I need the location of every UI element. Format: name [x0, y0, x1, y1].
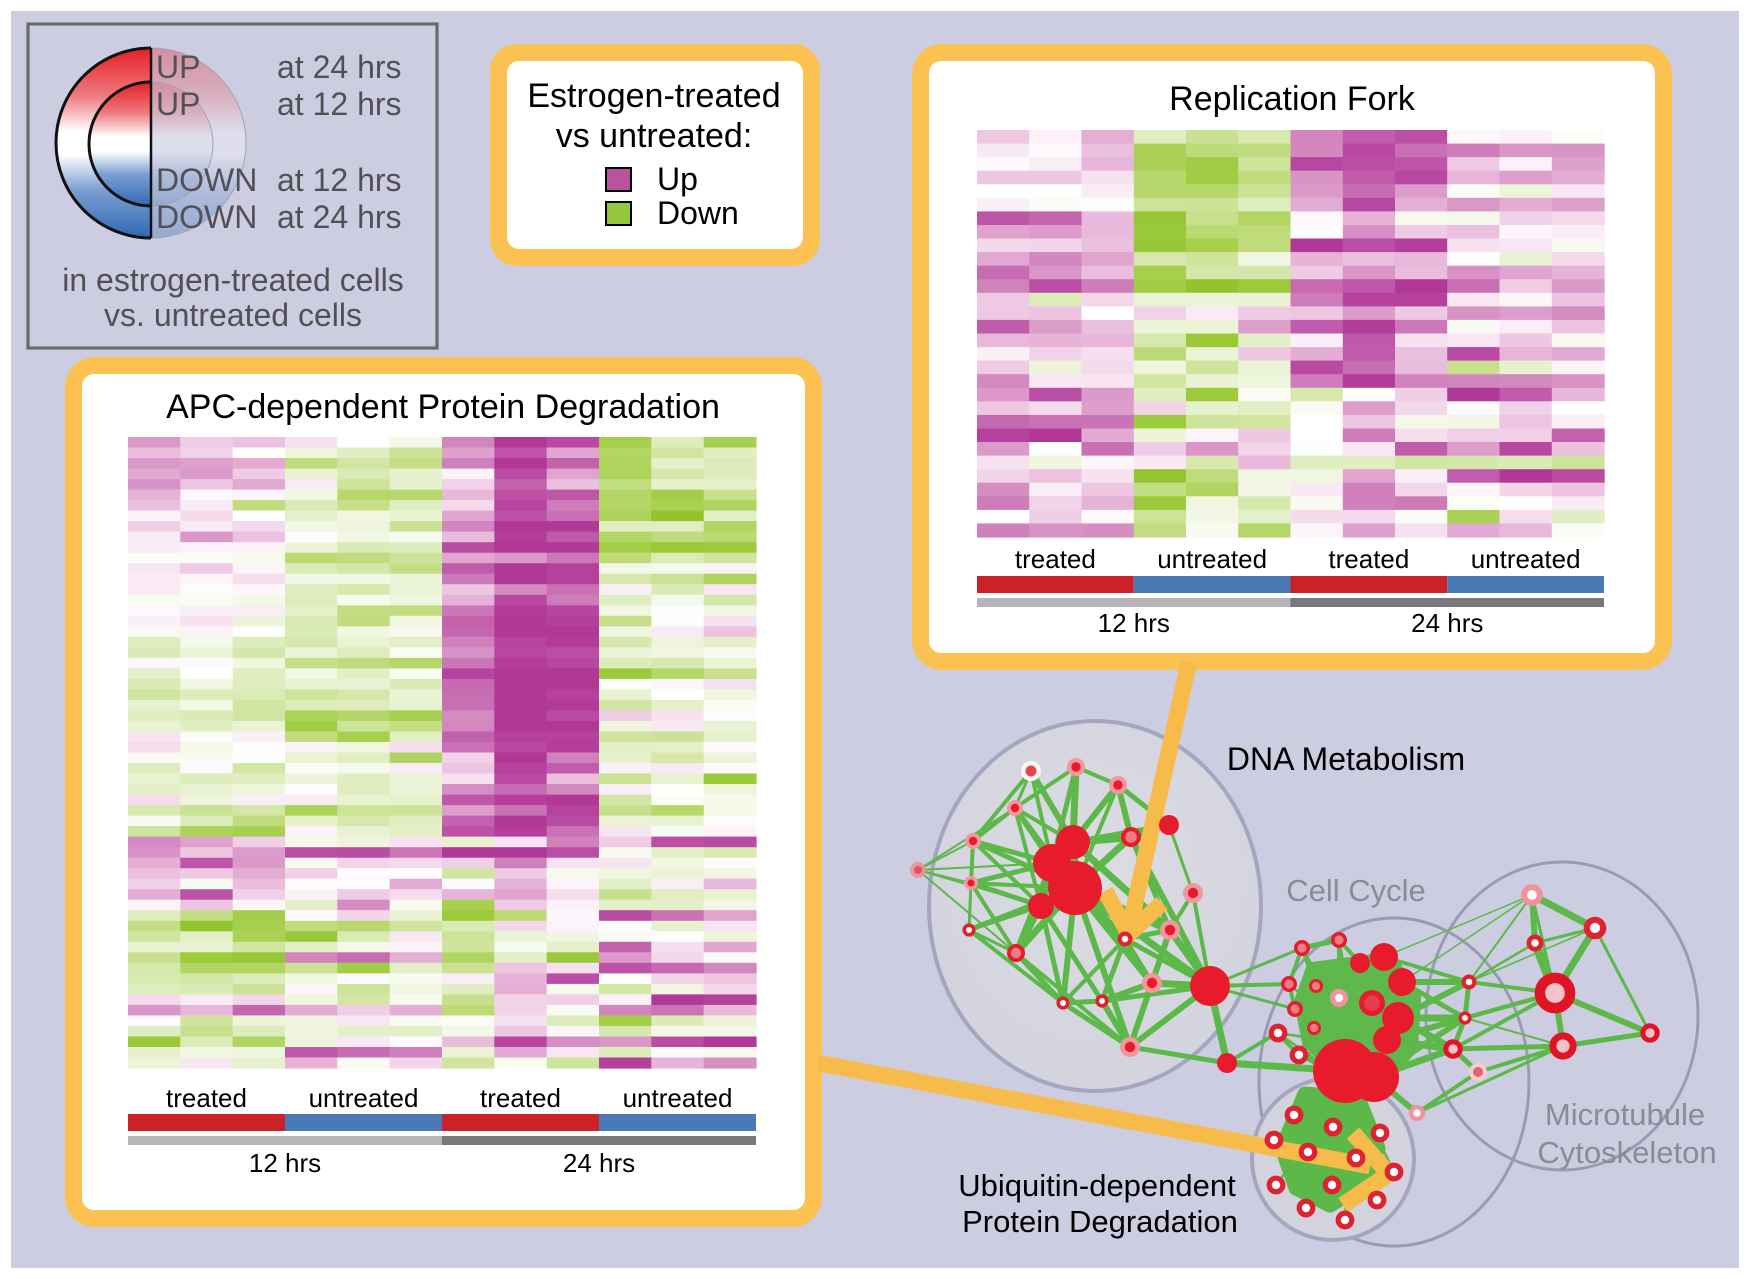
svg-text:UP: UP: [156, 49, 200, 85]
svg-text:Replication Fork: Replication Fork: [1169, 80, 1416, 118]
svg-text:vs untreated:: vs untreated:: [556, 117, 753, 155]
svg-text:Cell Cycle: Cell Cycle: [1286, 873, 1426, 908]
svg-text:Estrogen-treated: Estrogen-treated: [527, 77, 780, 115]
svg-text:vs. untreated cells: vs. untreated cells: [104, 297, 362, 333]
svg-text:Up: Up: [657, 161, 698, 197]
svg-text:treated: treated: [166, 1083, 247, 1113]
svg-text:in estrogen-treated cells: in estrogen-treated cells: [62, 262, 404, 298]
svg-text:UP: UP: [156, 86, 200, 122]
svg-text:DNA Metabolism: DNA Metabolism: [1227, 741, 1465, 777]
svg-text:24 hrs: 24 hrs: [1411, 608, 1483, 638]
svg-text:treated: treated: [1328, 544, 1409, 574]
svg-text:treated: treated: [480, 1083, 561, 1113]
svg-text:Protein Degradation: Protein Degradation: [962, 1204, 1238, 1239]
svg-text:APC-dependent Protein Degradat: APC-dependent Protein Degradation: [166, 388, 720, 426]
svg-text:Cytoskeleton: Cytoskeleton: [1537, 1135, 1716, 1170]
svg-text:12 hrs: 12 hrs: [249, 1148, 321, 1178]
svg-text:Ubiquitin-dependent: Ubiquitin-dependent: [958, 1168, 1236, 1203]
svg-text:12 hrs: 12 hrs: [1098, 608, 1170, 638]
svg-text:DOWN: DOWN: [156, 199, 257, 235]
svg-text:24 hrs: 24 hrs: [563, 1148, 635, 1178]
svg-text:Microtubule: Microtubule: [1545, 1097, 1705, 1132]
svg-text:untreated: untreated: [1471, 544, 1581, 574]
svg-text:at 12 hrs: at 12 hrs: [277, 86, 402, 122]
svg-text:at 12 hrs: at 12 hrs: [277, 162, 402, 198]
svg-text:Down: Down: [657, 195, 739, 231]
svg-text:at 24 hrs: at 24 hrs: [277, 49, 402, 85]
svg-text:untreated: untreated: [1157, 544, 1267, 574]
svg-text:at 24 hrs: at 24 hrs: [277, 199, 402, 235]
svg-text:treated: treated: [1015, 544, 1096, 574]
svg-text:DOWN: DOWN: [156, 162, 257, 198]
svg-text:untreated: untreated: [623, 1083, 733, 1113]
svg-text:untreated: untreated: [309, 1083, 419, 1113]
